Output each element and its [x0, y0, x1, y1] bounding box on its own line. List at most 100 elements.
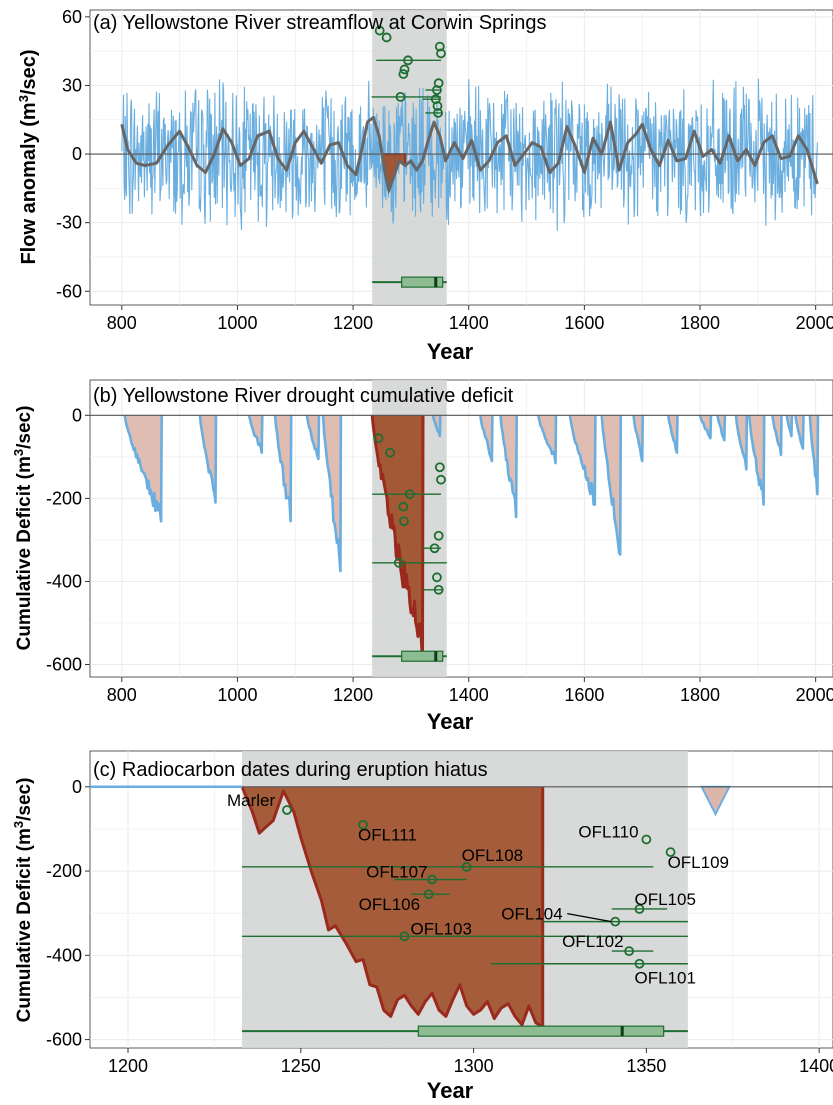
deficit-line — [273, 415, 293, 523]
deficit-line — [431, 415, 442, 438]
x-tick-label: 1600 — [564, 685, 604, 705]
x-tick-label: 1800 — [680, 685, 720, 705]
date-label: OFL108 — [462, 846, 523, 865]
panel-a-plot — [90, 10, 833, 305]
deficit-line — [794, 415, 805, 450]
x-tick-label: 1200 — [108, 1056, 148, 1076]
deficit-area — [242, 786, 543, 1027]
date-point — [423, 889, 434, 900]
panel-c: Marler OFL111 OFL110 OFL109 OFL108 OFL107 OFL1… — [11, 750, 833, 1103]
date-point — [404, 489, 415, 500]
panel-c-title: (c) Radiocarbon dates during eruption hi… — [93, 759, 488, 781]
deficit-line — [479, 415, 494, 463]
x-tick-label: 1400 — [449, 313, 489, 333]
date-point — [436, 474, 446, 485]
deficit-line — [716, 415, 727, 442]
date-point — [432, 572, 442, 583]
panel-b-xlabel: Year — [427, 709, 474, 734]
date-point — [433, 108, 443, 118]
deficit-line — [785, 415, 794, 438]
deficit-line — [123, 415, 163, 523]
date-point — [634, 958, 645, 969]
panel-a-ylabel: Flow anomaly (m3/sec) — [16, 49, 41, 264]
panel-c-ylabel: Cumulative Deficit (m3/sec) — [11, 778, 36, 1023]
y-tick-label: -200 — [46, 861, 82, 881]
x-tick-label: 800 — [107, 685, 137, 705]
date-point — [436, 48, 446, 59]
panel-a: (a) Yellowstone River streamflow at Corw… — [16, 7, 833, 364]
boxplot-box — [401, 650, 444, 662]
date-label: OFL102 — [562, 932, 623, 951]
y-tick-label: -600 — [46, 655, 82, 675]
date-point — [399, 931, 410, 942]
x-tick-label: 1250 — [281, 1056, 321, 1076]
y-tick-label: -600 — [46, 1030, 82, 1050]
x-tick-label: 1400 — [799, 1056, 833, 1076]
deficit-line — [808, 415, 820, 496]
date-label: OFL105 — [634, 890, 695, 909]
date-point — [399, 64, 410, 75]
date-label: OFL110 — [578, 822, 638, 841]
deficit-line — [632, 415, 645, 463]
x-tick-label: 1000 — [217, 685, 257, 705]
panel-b-plot — [90, 380, 833, 677]
date-point — [665, 847, 676, 858]
date-label: OFL109 — [668, 853, 729, 872]
date-point — [373, 433, 384, 444]
date-point — [395, 91, 406, 102]
y-tick-label: -30 — [56, 213, 82, 233]
date-label: Marler — [227, 791, 276, 810]
y-tick-label: 30 — [62, 75, 82, 95]
x-tick-label: 1000 — [217, 313, 257, 333]
date-point — [374, 25, 385, 36]
date-point — [358, 819, 368, 830]
date-point — [634, 904, 645, 914]
date-point — [432, 101, 443, 111]
panel-c-xlabel: Year — [427, 1078, 474, 1103]
deficit-line — [536, 414, 558, 465]
date-point — [427, 874, 438, 885]
y-tick-label: -400 — [46, 945, 82, 965]
y-tick-label: 0 — [72, 144, 82, 164]
date-point — [461, 861, 472, 872]
panel-c-plot: Marler OFL111 OFL110 OFL109 OFL108 OFL107 OFL1… — [90, 751, 833, 1048]
deficit-line — [240, 786, 545, 1029]
date-point — [433, 530, 444, 541]
deficit-line — [666, 415, 679, 454]
y-tick-label: -400 — [46, 571, 82, 591]
panel-a-title: (a) Yellowstone River streamflow at Corw… — [93, 12, 547, 34]
deficit-line — [305, 415, 321, 461]
deficit-line — [321, 415, 343, 573]
y-tick-label: 0 — [72, 777, 82, 797]
date-point — [385, 447, 395, 458]
date-point — [393, 557, 404, 568]
date-point — [433, 584, 444, 595]
date-label: OFL107 — [366, 862, 427, 881]
deficit-line — [698, 414, 713, 440]
deficit-line — [247, 414, 264, 454]
boxplot-box — [417, 1025, 665, 1037]
date-point — [434, 462, 445, 473]
date-label: OFL106 — [359, 895, 420, 914]
panel-b-title: (b) Yellowstone River drought cumulative… — [93, 385, 514, 407]
x-tick-label: 1300 — [454, 1056, 494, 1076]
boxplot-box — [401, 276, 444, 288]
date-point — [429, 543, 440, 554]
date-label: OFL103 — [410, 919, 471, 938]
panel-b-ylabel: Cumulative Deficit (m3/sec) — [11, 406, 36, 651]
date-point — [398, 501, 409, 512]
date-label: OFL101 — [634, 969, 695, 988]
x-tick-label: 1350 — [626, 1056, 666, 1076]
deficit-line — [499, 415, 518, 519]
x-tick-label: 1600 — [564, 313, 604, 333]
x-tick-label: 1200 — [333, 313, 373, 333]
date-point — [381, 32, 392, 43]
y-tick-label: 60 — [62, 7, 82, 27]
date-point — [398, 69, 409, 79]
deficit-line — [734, 415, 749, 471]
x-tick-label: 1800 — [680, 313, 720, 333]
panel-a-xlabel: Year — [427, 339, 474, 364]
date-label: OFL104 — [501, 905, 562, 924]
deficit-line — [370, 415, 425, 662]
